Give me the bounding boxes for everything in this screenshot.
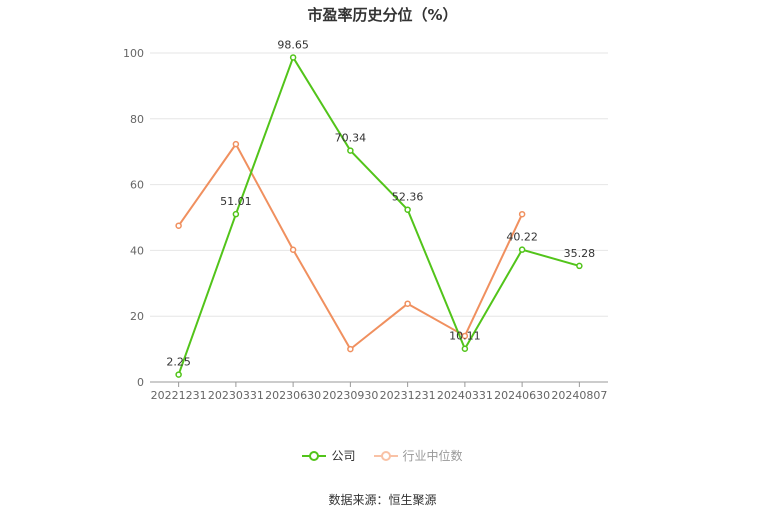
legend-industry-label: 行业中位数 [402, 449, 463, 463]
data-label-company: 40.22 [506, 231, 538, 244]
y-tick-label: 80 [130, 113, 144, 126]
x-tick-label: 20230930 [322, 389, 378, 402]
data-point-company [461, 345, 469, 352]
data-point-industry-median [518, 210, 526, 218]
data-point-company [404, 206, 411, 213]
source-note: 数据来源：恒生聚源 [328, 493, 437, 507]
data-labels: 2.25 51.01 98.65 70.34 52.36 10.11 40.22 35.28 [166, 38, 595, 368]
data-point-industry-median [232, 140, 240, 148]
data-point-company [576, 262, 583, 270]
x-tick-label: 20240807 [551, 389, 607, 402]
data-label-company: 51.01 [220, 195, 252, 208]
data-point-industry-median [175, 222, 182, 229]
data-label-company: 98.65 [277, 38, 309, 51]
data-point-company [289, 54, 297, 61]
legend: 公司 行业中位数 [0, 447, 765, 464]
legend-company-label: 公司 [331, 449, 356, 463]
y-tick-label: 20 [130, 310, 144, 323]
legend-item-company[interactable]: 公司 [302, 447, 356, 464]
x-tick-label: 20240331 [437, 389, 493, 402]
series-line-industry-median [177, 143, 524, 351]
data-point-industry-median [404, 300, 411, 307]
data-point-company [232, 210, 240, 218]
y-tick-label: 40 [130, 244, 144, 257]
data-label-company: 35.28 [564, 247, 596, 260]
x-tick-label: 20240630 [494, 389, 550, 402]
legend-item-industry-median[interactable]: 行业中位数 [373, 447, 463, 464]
x-tick-label: 20230630 [265, 389, 321, 402]
data-point-industry-median [347, 345, 354, 353]
data-point-company [175, 371, 182, 378]
data-point-industry-median [289, 246, 297, 253]
legend-industry-line-icon [373, 450, 398, 461]
chart-title: 市盈率历史分位（%） [307, 6, 458, 24]
grid-lines [150, 52, 608, 317]
series-lines [175, 54, 583, 378]
data-point-company [518, 246, 526, 253]
y-tick-label: 100 [123, 47, 144, 60]
data-point-industry-median [461, 332, 469, 340]
data-label-company: 10.11 [449, 330, 481, 343]
data-label-company: 70.34 [335, 132, 367, 145]
x-tick-label: 20230331 [208, 389, 264, 402]
x-tick-label: 20221231 [151, 389, 207, 402]
y-tick-label: 60 [130, 179, 144, 192]
series-line-company [177, 56, 580, 375]
data-point-company [347, 147, 354, 154]
x-tick-label: 20231231 [380, 389, 436, 402]
data-label-company: 2.25 [166, 356, 191, 369]
data-label-company: 52.36 [392, 191, 424, 204]
y-tick-label: 0 [137, 376, 144, 389]
legend-company-line-icon [302, 450, 327, 461]
